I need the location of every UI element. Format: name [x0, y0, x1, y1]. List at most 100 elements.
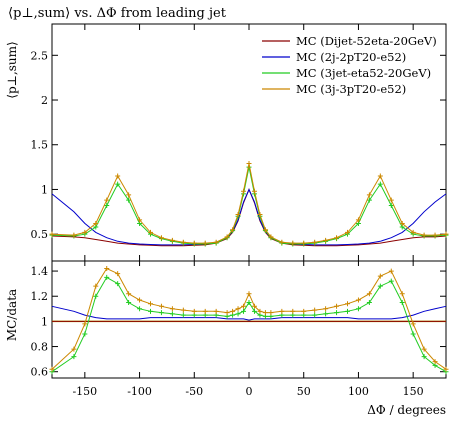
- main-y-axis-title: ⟨p⊥,sum⟩: [5, 41, 19, 98]
- data-point: [82, 229, 88, 235]
- data-point: [137, 297, 143, 303]
- data-point: [115, 181, 121, 187]
- data-point: [443, 366, 449, 372]
- data-point: [115, 281, 121, 287]
- data-point: [268, 234, 274, 240]
- data-point: [366, 192, 372, 198]
- data-point: [257, 308, 263, 314]
- data-point: [82, 321, 88, 327]
- data-point: [399, 291, 405, 297]
- legend-entry: MC (3j-3pT20-e52): [296, 82, 406, 96]
- data-point: [158, 235, 164, 241]
- data-point: [241, 188, 247, 194]
- ratio-y-tick-label: 1.4: [31, 265, 49, 278]
- data-point: [345, 301, 350, 307]
- data-point: [312, 312, 318, 318]
- data-point: [432, 232, 438, 238]
- data-point: [126, 291, 132, 297]
- data-point: [224, 310, 230, 316]
- data-point: [235, 306, 241, 312]
- data-point: [262, 227, 268, 233]
- legend-entry: MC (2j-2pT20-e52): [296, 50, 406, 64]
- main-y-tick-label: 1.5: [31, 139, 49, 152]
- data-point: [230, 227, 236, 233]
- ratio-panel: 0.6 0.8 1 1.2 1.4 MC/data: [5, 260, 449, 379]
- data-point: [366, 300, 372, 306]
- data-point: [251, 303, 257, 309]
- legend: MC (Dijet-52eta-20GeV) MC (2j-2pT20-e52) M…: [262, 34, 437, 96]
- data-point: [104, 203, 110, 209]
- data-point: [312, 307, 318, 313]
- x-tick-label: 0: [246, 385, 253, 398]
- data-point: [421, 346, 427, 352]
- data-point: [49, 366, 55, 372]
- series-line: [51, 163, 447, 244]
- data-point: [71, 232, 77, 238]
- data-point: [71, 346, 77, 352]
- data-point: [251, 188, 257, 194]
- x-tick-label: -50: [185, 385, 203, 398]
- data-point: [279, 308, 285, 314]
- data-point: [334, 310, 340, 316]
- legend-entry: MC (3jet-eta52-20GeV): [296, 66, 431, 80]
- main-y-tick-label: 0.5: [31, 228, 49, 241]
- data-point: [388, 197, 394, 203]
- data-point: [388, 268, 394, 274]
- data-point: [148, 301, 153, 307]
- data-point: [191, 240, 197, 246]
- data-point: [432, 359, 438, 365]
- data-point: [126, 300, 132, 306]
- data-point: [115, 173, 121, 179]
- series-line: [51, 276, 447, 373]
- data-point: [104, 197, 110, 203]
- data-point: [268, 310, 274, 316]
- data-point: [345, 229, 350, 235]
- data-point: [49, 231, 55, 237]
- data-point: [262, 310, 268, 316]
- data-point: [104, 274, 110, 280]
- data-point: [126, 192, 132, 198]
- data-point: [399, 220, 405, 226]
- data-point: [290, 308, 296, 314]
- data-point: [345, 308, 350, 314]
- data-point: [246, 161, 252, 167]
- main-y-tick-label: 2: [41, 94, 48, 107]
- data-point: [93, 220, 99, 226]
- data-point: [202, 240, 208, 246]
- series-line: [51, 267, 447, 370]
- data-point: [323, 237, 329, 243]
- data-point: [246, 300, 252, 306]
- data-point: [388, 203, 394, 209]
- data-point: [158, 303, 164, 309]
- series-line: [51, 188, 447, 246]
- series-line: [51, 305, 447, 321]
- main-y-tick-label: 2.5: [31, 49, 49, 62]
- data-point: [104, 266, 110, 272]
- data-point: [290, 240, 296, 246]
- data-point: [410, 331, 416, 337]
- data-point: [355, 306, 361, 312]
- data-point: [202, 308, 208, 314]
- x-tick-label: 50: [297, 385, 311, 398]
- x-tick-label: -150: [72, 385, 97, 398]
- data-point: [443, 231, 449, 237]
- data-point: [251, 308, 257, 314]
- data-point: [334, 303, 340, 309]
- ratio-series-layer: [49, 266, 449, 375]
- ratio-y-tick-label: 0.6: [31, 366, 49, 379]
- data-point: [377, 283, 383, 289]
- data-point: [126, 197, 132, 203]
- x-tick-label: -100: [127, 385, 152, 398]
- data-point: [235, 211, 241, 217]
- data-point: [93, 283, 99, 289]
- data-point: [213, 239, 219, 245]
- chart-title: ⟨p⊥,sum⟩ vs. ΔΦ from leading jet: [8, 6, 227, 21]
- data-point: [377, 181, 383, 187]
- data-point: [213, 308, 219, 314]
- ratio-y-tick-label: 1: [41, 315, 48, 328]
- ratio-axis: 0.6 0.8 1 1.2 1.4: [31, 265, 446, 379]
- data-point: [235, 311, 241, 317]
- data-point: [421, 232, 427, 238]
- data-point: [180, 239, 186, 245]
